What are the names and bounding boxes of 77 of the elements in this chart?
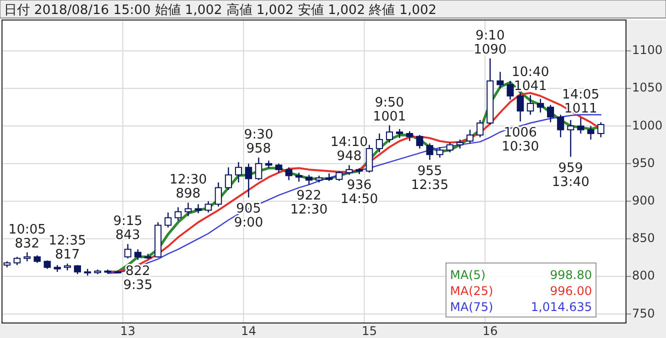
annotation: 959 13:40	[552, 160, 590, 190]
chart-title: 日付 2018/08/16 15:00 始値 1,002 高値 1,002 安値 1,002 終値 1,002	[4, 2, 437, 18]
annotation: 1,014.635	[530, 300, 592, 314]
annotation: 822 9:35	[123, 264, 152, 293]
candlestick	[275, 163, 282, 174]
y-tick-label: 950	[632, 156, 655, 170]
candlestick	[214, 182, 222, 208]
text: MA(5)	[450, 268, 486, 282]
annotation: 922 12:30	[290, 188, 328, 218]
annotation: 12:35 817	[48, 234, 86, 263]
candlestick	[285, 166, 292, 181]
candlestick	[476, 119, 484, 138]
candlestick	[536, 98, 544, 114]
candlestick	[597, 122, 604, 138]
annotation: 10:40 1041	[512, 65, 550, 94]
candlestick	[386, 124, 394, 144]
annotation: 936 14:50	[340, 178, 378, 208]
annotation: 955 12:35	[411, 164, 448, 193]
annotation: 996.00	[550, 284, 592, 298]
candlestick	[587, 125, 594, 140]
annotation: 9:10 1090	[474, 28, 507, 58]
candlestick	[74, 264, 82, 275]
candlestick	[24, 252, 31, 262]
candlestick	[466, 129, 474, 144]
candlestick	[184, 202, 192, 217]
candlestick	[546, 104, 554, 123]
candlestick	[134, 248, 142, 260]
y-tick-label: 1100	[632, 43, 663, 58]
candlestick	[164, 212, 172, 228]
candlestick	[194, 204, 202, 214]
y-tick-label: 1000	[632, 118, 663, 132]
x-tick-label: 14	[240, 324, 256, 338]
candlestick	[567, 119, 574, 158]
y-tick-label: 750	[632, 306, 655, 320]
annotation: 9:15 843	[113, 214, 142, 244]
y-tick-label: 900	[632, 193, 655, 208]
candlestick	[416, 134, 424, 150]
y-tick-label: 800	[632, 268, 655, 283]
candlestick	[496, 71, 504, 90]
candlestick	[234, 162, 242, 183]
y-tick-label: 1050	[632, 80, 663, 95]
candlestick	[526, 94, 534, 116]
candlestick	[456, 138, 464, 150]
candlestick	[516, 92, 524, 122]
x-tick-label: 16	[482, 324, 498, 338]
y-tick-label: 850	[632, 231, 655, 246]
candlestick	[557, 114, 564, 138]
annotation: 10:05 832	[8, 222, 46, 252]
candlestick	[224, 166, 232, 191]
annotation: 1006 10:30	[502, 126, 540, 154]
text: MA(75)	[450, 300, 494, 314]
candlestick	[376, 132, 383, 153]
candlestick	[336, 170, 343, 182]
candlestick	[305, 174, 312, 186]
candlestick	[295, 172, 302, 182]
candlestick	[204, 200, 212, 214]
candlestick	[426, 142, 434, 160]
annotation: 14:10 948	[330, 135, 368, 164]
candlestick	[577, 117, 584, 134]
candlestick	[245, 163, 252, 198]
annotation: 9:50 1001	[372, 95, 406, 124]
candlestick	[255, 156, 262, 181]
annotation: 9:30 958	[244, 128, 274, 157]
candlestick	[124, 243, 132, 259]
annotation: 12:30 898	[169, 172, 207, 202]
candlestick	[174, 206, 182, 222]
candlestick	[506, 80, 514, 100]
text: MA(25)	[450, 284, 494, 298]
candlestick	[366, 144, 373, 174]
annotation: 998.80	[550, 268, 592, 282]
candlestick	[396, 128, 404, 139]
candlestick	[436, 146, 444, 158]
candlestick	[346, 164, 353, 176]
candlestick	[406, 130, 414, 142]
candlestick	[446, 142, 454, 153]
x-tick-label: 13	[120, 324, 136, 338]
x-tick-label: 15	[362, 324, 377, 338]
